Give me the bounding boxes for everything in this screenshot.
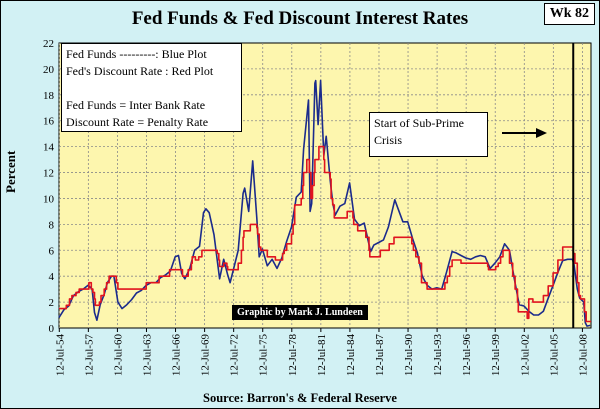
annotation-line-2: Crisis: [374, 133, 403, 147]
x-tick-label: 12-Jul-57: [83, 334, 95, 377]
week-badge: Wk 82: [543, 3, 595, 25]
x-tick-label: 12-Jul-02: [519, 334, 531, 376]
y-tick-label: 8: [49, 219, 55, 231]
legend-line-inter-bank: Fed Funds = Inter Bank Rate: [66, 98, 206, 112]
x-tick-label: 12-Jul-75: [258, 334, 270, 377]
y-tick-label: 14: [43, 142, 55, 154]
x-tick-label: 12-Jul-93: [432, 334, 444, 377]
y-tick-label: 4: [49, 271, 55, 283]
x-tick-label: 12-Jul-99: [490, 334, 502, 377]
y-tick-label: 6: [49, 245, 55, 257]
discount-rate-line: [59, 145, 591, 323]
x-tick-label: 12-Jul-90: [403, 334, 415, 377]
y-tick-label: 0: [49, 323, 55, 335]
x-tick-label: 12-Jul-87: [374, 334, 386, 377]
y-tick-label: 20: [43, 64, 55, 76]
y-tick-label: 16: [43, 116, 55, 128]
y-tick-label: 12: [43, 168, 54, 180]
y-tick-label: 2: [49, 297, 55, 309]
x-tick-label: 12-Jul-63: [141, 334, 153, 377]
legend-line-discount-rate: Fed's Discount Rate : Red Plot: [66, 64, 214, 78]
x-tick-label: 12-Jul-08: [577, 334, 589, 377]
annotation-arrow-head: [536, 128, 547, 138]
chart-title: Fed Funds & Fed Discount Interest Rates: [131, 8, 469, 29]
x-tick-label: 12-Jul-81: [316, 334, 328, 376]
x-tick-label: 12-Jul-69: [200, 334, 212, 377]
legend-spacer: [66, 80, 237, 97]
x-tick-label: 12-Jul-66: [171, 334, 183, 377]
y-tick-label: 22: [43, 38, 54, 50]
x-tick-label: 12-Jul-78: [287, 334, 299, 377]
x-tick-label: 12-Jul-84: [345, 334, 357, 377]
subprime-annotation: Start of Sub-Prime Crisis: [369, 112, 488, 157]
x-tick-label: 12-Jul-54: [54, 334, 66, 377]
legend-line-fed-funds: Fed Funds ---------: Blue Plot: [66, 47, 207, 61]
graphic-credit: Graphic by Mark J. Lundeen: [232, 305, 368, 320]
source-caption: Source: Barron's & Federal Reserve: [203, 391, 397, 405]
x-tick-label: 12-Jul-05: [548, 334, 560, 377]
x-tick-label: 12-Jul-72: [229, 334, 241, 376]
y-tick-label: 10: [43, 193, 55, 205]
annotation-line-1: Start of Sub-Prime: [374, 116, 464, 130]
x-tick-label: 12-Jul-60: [112, 334, 124, 377]
x-tick-label: 12-Jul-96: [461, 334, 473, 377]
legend-line-penalty: Discount Rate = Penalty Rate: [66, 115, 209, 129]
y-tick-label: 18: [43, 90, 55, 102]
legend-box: Fed Funds ---------: Blue Plot Fed's Dis…: [61, 43, 242, 132]
